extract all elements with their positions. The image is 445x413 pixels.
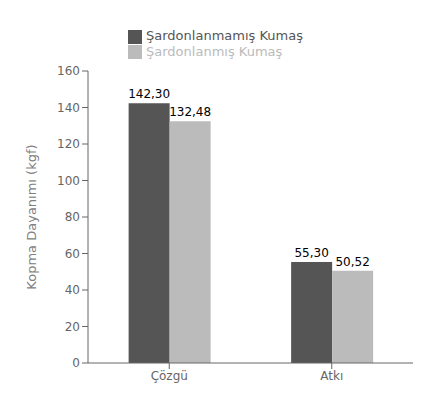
- svg-text:Çözgü: Çözgü: [151, 369, 188, 383]
- svg-text:60: 60: [65, 247, 80, 261]
- svg-text:0: 0: [72, 356, 80, 370]
- svg-text:100: 100: [57, 174, 80, 188]
- svg-text:Atkı: Atkı: [320, 369, 343, 383]
- svg-text:Kopma Dayanımı (kgf): Kopma Dayanımı (kgf): [24, 144, 39, 289]
- svg-text:20: 20: [65, 320, 80, 334]
- svg-text:40: 40: [65, 283, 80, 297]
- svg-text:50,52: 50,52: [335, 255, 369, 269]
- svg-text:55,30: 55,30: [294, 246, 328, 260]
- svg-text:142,30: 142,30: [128, 87, 170, 101]
- svg-text:160: 160: [57, 64, 80, 78]
- html-text:Şardonlanmış Kumaş: Şardonlanmış Kumaş: [146, 43, 283, 59]
- html-text:Şardonlanmamış Kumaş: Şardonlanmamış Kumaş: [146, 28, 303, 43]
- svg-text:80: 80: [65, 210, 80, 224]
- svg-text:140: 140: [57, 101, 80, 115]
- svg-text:132,48: 132,48: [169, 105, 211, 119]
- svg-text:120: 120: [57, 137, 80, 151]
